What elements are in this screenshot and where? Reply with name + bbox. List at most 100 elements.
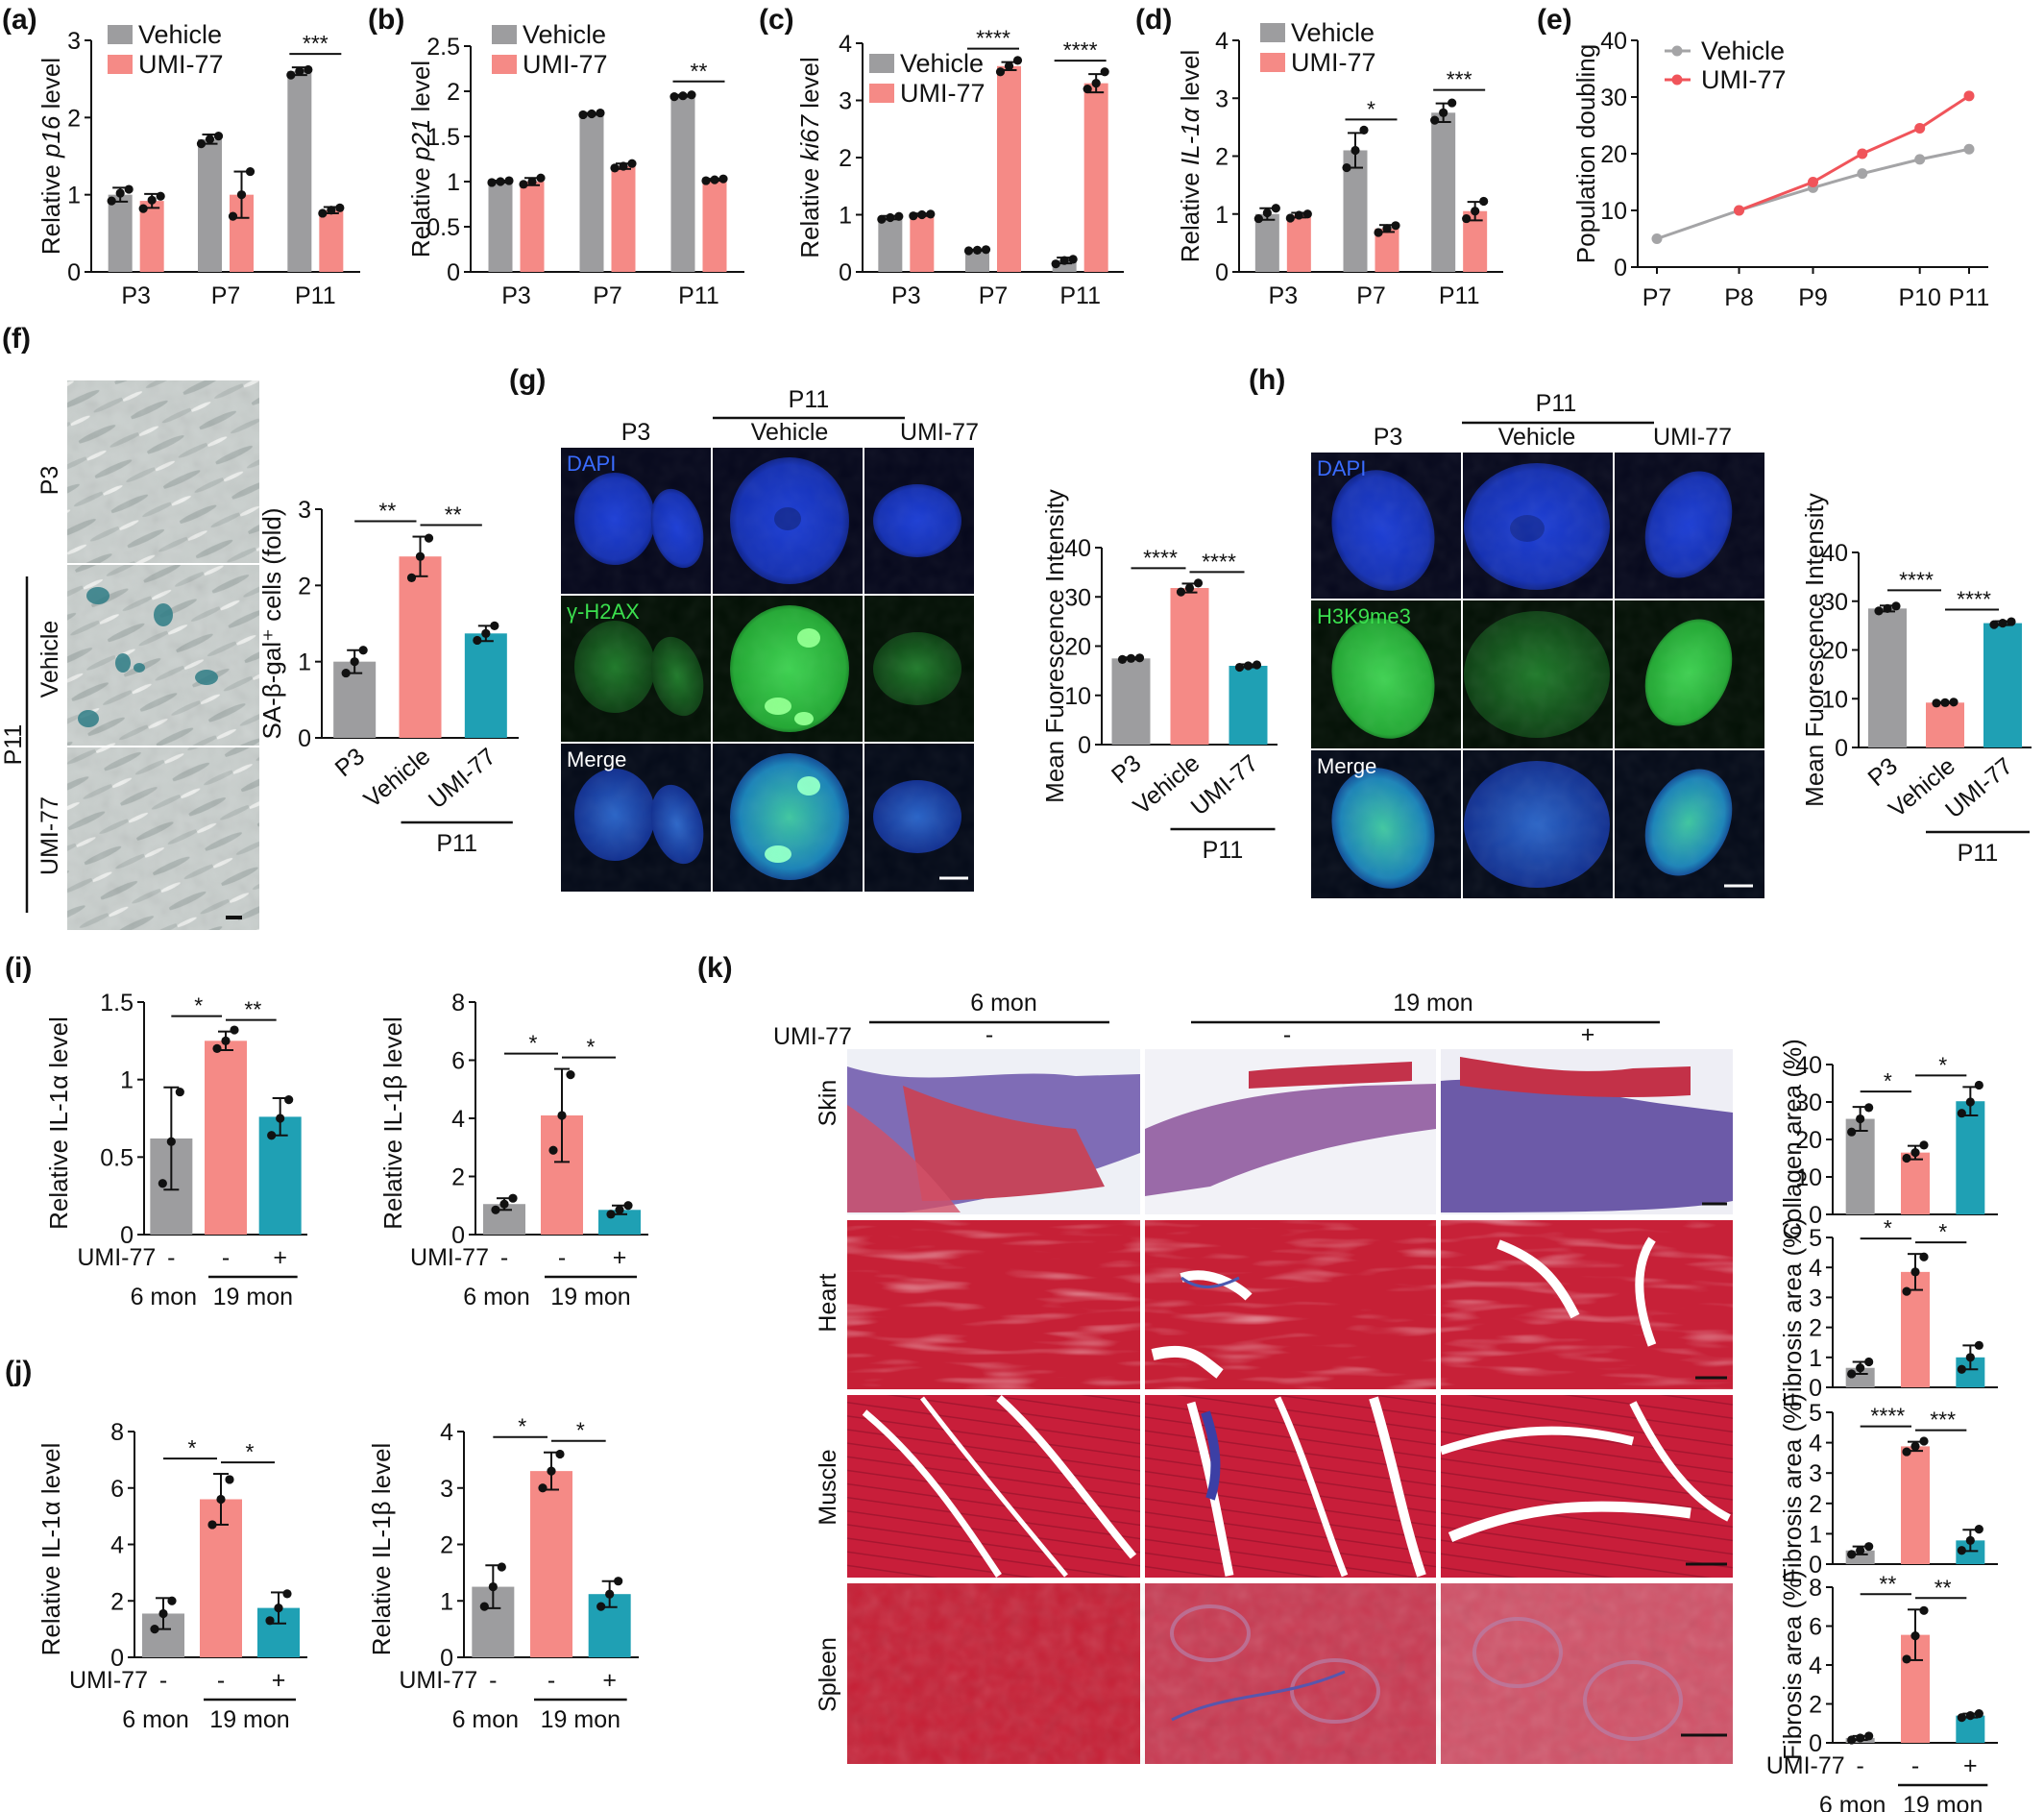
panel-label-d: (d) (1135, 4, 1172, 36)
group-label: P11 (1203, 837, 1244, 864)
sa-beta-gal-stain (78, 587, 218, 727)
data-point (1234, 662, 1245, 673)
legend-label-vehicle: Vehicle (523, 20, 606, 49)
data-point (490, 621, 499, 630)
data-point (678, 91, 688, 101)
data-point (1957, 1364, 1966, 1374)
x-tick-label: + (272, 1667, 286, 1694)
data-point (207, 1520, 217, 1530)
significance-stars: *** (303, 31, 328, 56)
data-point (1919, 1605, 1929, 1615)
x-tick-label: - (500, 1244, 508, 1271)
g-row-marker: γ-H2AX (567, 600, 640, 624)
data-point (1847, 1550, 1857, 1559)
data-point (1957, 1546, 1966, 1555)
age-label: 6 mon (131, 1284, 197, 1310)
data-point (236, 190, 247, 200)
data-point (627, 159, 637, 168)
legend-label-vehicle: Vehicle (1701, 37, 1785, 65)
h-row-marker: H3K9me3 (1317, 604, 1411, 628)
y-tick-label: 0 (1078, 732, 1091, 759)
bar (1083, 83, 1108, 273)
data-point (216, 1494, 226, 1505)
age-label: 6 mon (122, 1706, 188, 1733)
h-row-merge: Merge (1317, 754, 1376, 778)
y-axis-label: Mean Fuorescence Intensity (1040, 489, 1069, 803)
data-point (221, 1036, 231, 1045)
data-point (1847, 1369, 1857, 1379)
y-tick-label: 2 (451, 1164, 465, 1191)
k-treat-sign-1: - (986, 1021, 993, 1048)
group-label: P11 (1958, 840, 1999, 867)
data-point (115, 188, 125, 198)
data-point (1100, 67, 1109, 77)
data-point (1919, 1252, 1929, 1261)
data-point (1856, 1363, 1865, 1373)
legend-swatch-umi (869, 84, 894, 103)
significance-stars: *** (1447, 67, 1472, 92)
bar (1229, 666, 1268, 745)
y-tick-label: 30 (1821, 589, 1848, 616)
data-point (341, 668, 351, 678)
significance-stars: **** (1063, 37, 1098, 62)
y-axis-label: Relative IL-1α level (36, 1443, 65, 1656)
y-tick-label: 3 (298, 497, 311, 524)
f-row-label-vehicle: Vehicle (36, 621, 63, 698)
data-point (687, 90, 696, 100)
significance-stars: * (188, 1435, 197, 1460)
bar (198, 138, 222, 272)
data-point (504, 176, 514, 185)
y-tick-label: 20 (1064, 634, 1091, 661)
data-point (267, 1131, 277, 1140)
h-col-vehicle: Vehicle (1498, 424, 1576, 451)
data-point (406, 573, 417, 583)
x-tick-label: - (167, 1244, 175, 1271)
data-point (1891, 601, 1901, 611)
chart-g: 0 10 20 30 40 **** **** Mean Fuorescence Intens… (1040, 489, 1278, 864)
data-point (158, 1179, 167, 1188)
y-tick-label: 1 (1215, 202, 1229, 229)
y-tick-label: 0 (451, 1222, 465, 1249)
data-point (669, 92, 679, 102)
significance-stars: **** (1143, 545, 1178, 570)
data-point (481, 628, 491, 638)
y-tick-label: 4 (110, 1532, 124, 1559)
k-treat-sign-3: + (1581, 1021, 1595, 1048)
bar (1983, 623, 2022, 747)
k-skin-6mon (847, 1049, 1140, 1214)
h-image-panel: P3 P11 Vehicle UMI-77 DAPI H3K9me3 Merge (1311, 390, 1764, 898)
panel-label-c: (c) (759, 4, 794, 36)
data-point (1965, 1097, 1975, 1107)
significance-stars: * (529, 1031, 538, 1056)
y-tick-label: 0.5 (426, 214, 460, 241)
k-age-6: 6 mon (970, 990, 1036, 1016)
data-point (1285, 213, 1295, 223)
bar (579, 113, 604, 272)
age-label: 19 mon (1903, 1792, 1983, 1812)
data-point (1856, 1733, 1865, 1743)
bar (910, 214, 935, 272)
panel-label-i: (i) (5, 952, 32, 984)
legend-label-umi: UMI-77 (1291, 48, 1376, 77)
data-point (519, 180, 528, 189)
x-tick-label: P11 (295, 282, 336, 309)
x-tick-label: P3 (1862, 752, 1902, 792)
data-point (1176, 587, 1186, 597)
data-point (1193, 578, 1204, 588)
legend-swatch-vehicle (869, 54, 894, 73)
f-row-label-p3: P3 (36, 466, 63, 496)
data-point (1957, 1109, 1966, 1118)
y-tick-label: 0.5 (100, 1144, 134, 1171)
g-row-merge: Merge (567, 747, 626, 771)
y-tick-label: 0 (67, 259, 81, 286)
bar (1111, 658, 1151, 745)
chart-c: 0 1 2 3 4 P3 P7 P11 **** **** Relative ki67 level V… (795, 26, 1124, 309)
significance-stars: **** (1899, 567, 1934, 592)
x-tick-label: - (548, 1667, 555, 1694)
y-tick-label: 1 (298, 649, 311, 676)
y-tick-label: 4 (1809, 1255, 1822, 1282)
legend-swatch-umi (1260, 53, 1285, 72)
significance-stars: * (518, 1414, 526, 1439)
data-point (1914, 122, 1926, 134)
